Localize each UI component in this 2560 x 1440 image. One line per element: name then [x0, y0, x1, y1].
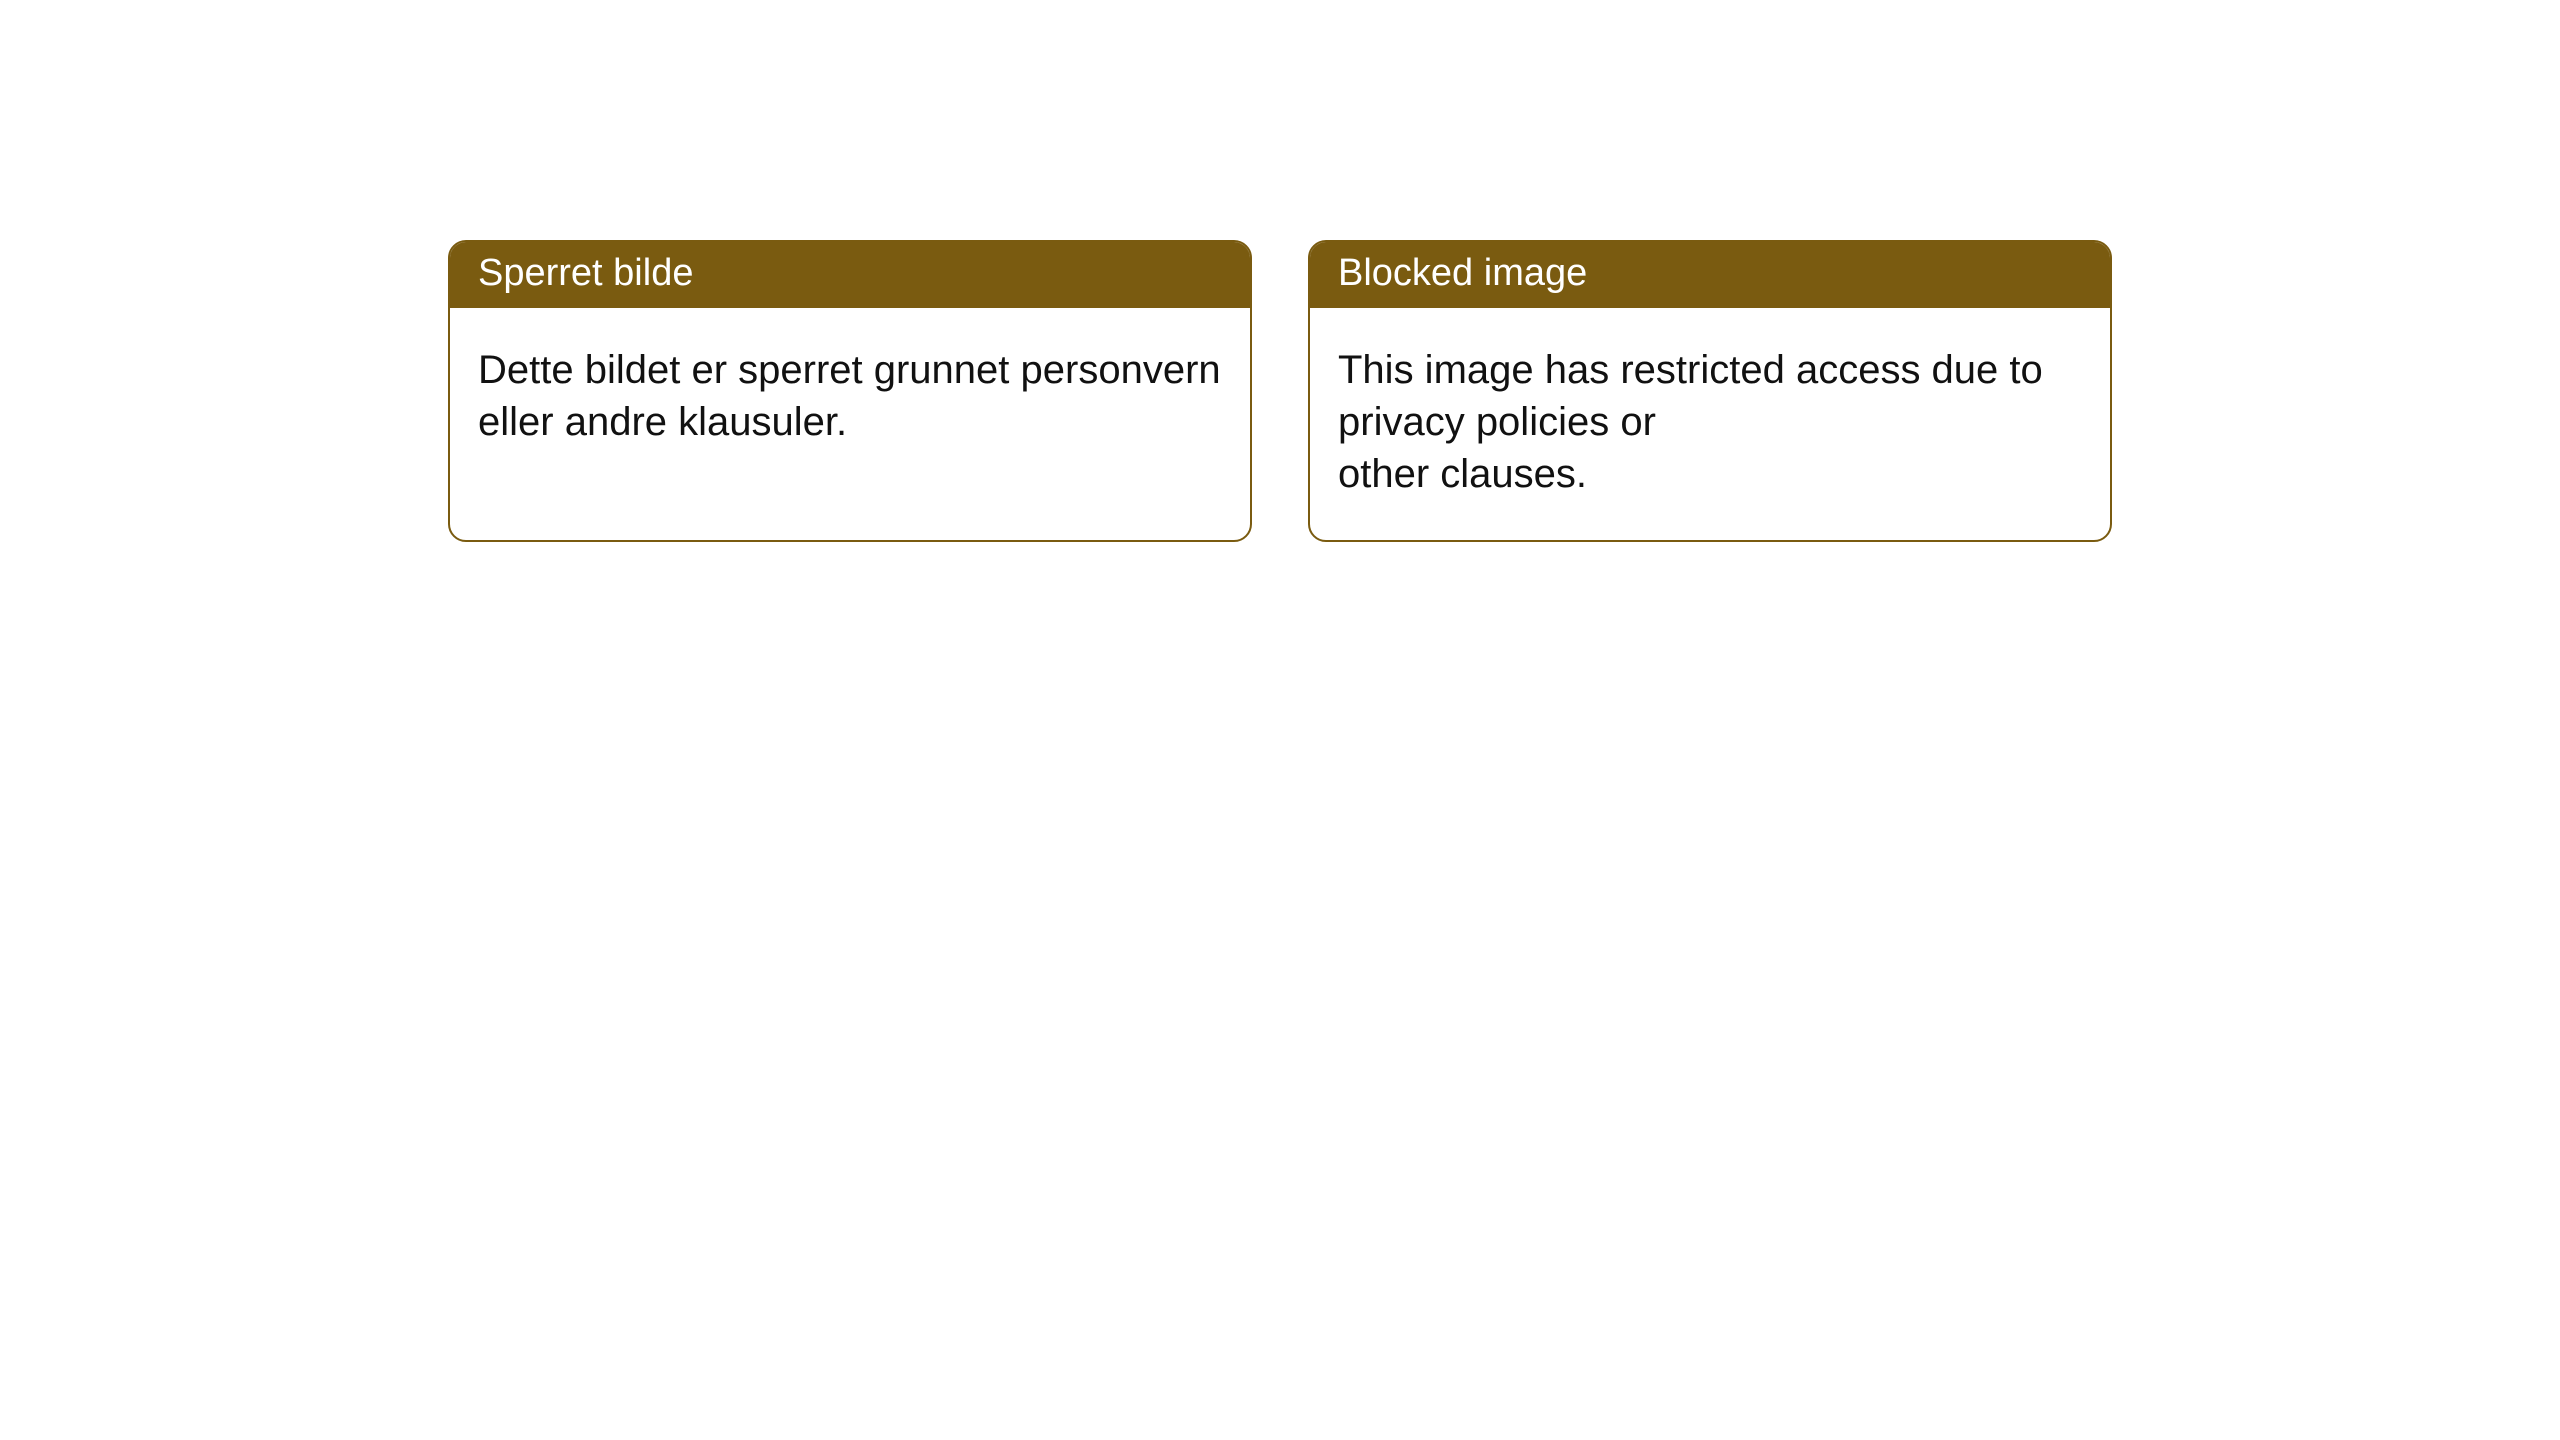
- notice-card-no: Sperret bilde Dette bildet er sperret gr…: [448, 240, 1252, 542]
- notice-cards-row: Sperret bilde Dette bildet er sperret gr…: [0, 0, 2560, 542]
- notice-card-title: Blocked image: [1310, 242, 2110, 308]
- notice-card-en: Blocked image This image has restricted …: [1308, 240, 2112, 542]
- notice-card-body: This image has restricted access due to …: [1310, 308, 2110, 540]
- notice-card-body: Dette bildet er sperret grunnet personve…: [450, 308, 1250, 540]
- notice-card-title: Sperret bilde: [450, 242, 1250, 308]
